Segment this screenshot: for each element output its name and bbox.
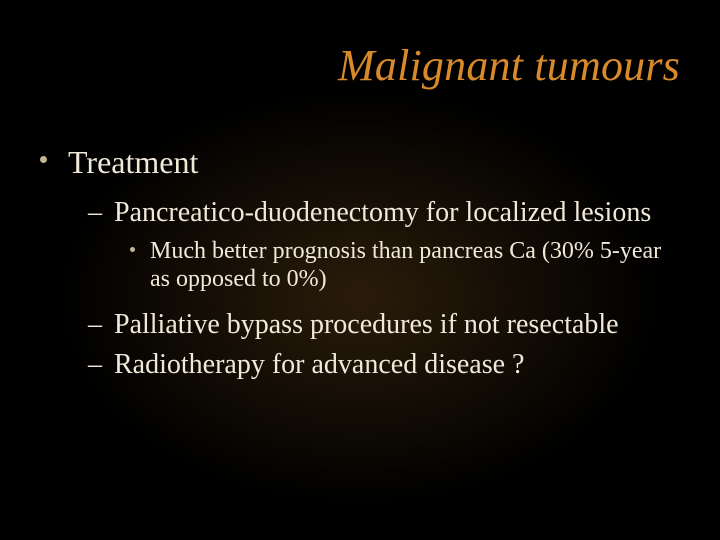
slide-title: Malignant tumours (0, 0, 720, 90)
bullet-level2: – Pancreatico-duodenectomy for localized… (114, 196, 680, 230)
bullet-level3: Much better prognosis than pancreas Ca (… (150, 237, 670, 295)
bullet-level1-text: Treatment (68, 144, 198, 180)
slide-body: Treatment – Pancreatico-duodenectomy for… (0, 90, 720, 382)
disc-bullet-icon (40, 156, 47, 163)
dot-bullet-icon (130, 247, 135, 252)
dash-bullet-icon: – (88, 348, 102, 382)
dash-bullet-icon: – (88, 308, 102, 342)
dash-bullet-icon: – (88, 196, 102, 230)
bullet-level1: Treatment (68, 142, 680, 182)
bullet-level2: – Radiotherapy for advanced disease ? (114, 348, 680, 382)
bullet-level3-text: Much better prognosis than pancreas Ca (… (150, 238, 661, 293)
bullet-level2-text: Pancreatico-duodenectomy for localized l… (114, 197, 651, 228)
bullet-level2-text: Radiotherapy for advanced disease ? (114, 349, 524, 380)
slide: Malignant tumours Treatment – Pancreatic… (0, 0, 720, 540)
bullet-level2-text: Palliative bypass procedures if not rese… (114, 309, 619, 340)
bullet-level2: – Palliative bypass procedures if not re… (114, 308, 680, 342)
